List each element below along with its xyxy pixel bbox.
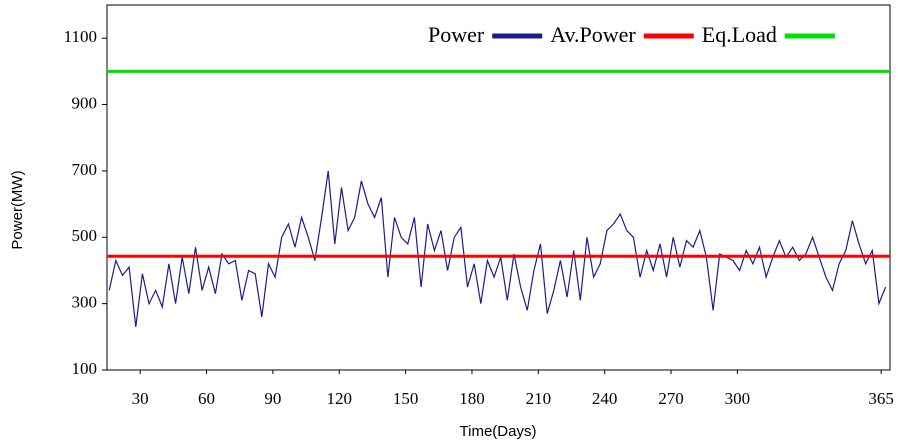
- y-tick-label: 700: [72, 160, 98, 179]
- x-tick-label: 120: [326, 389, 352, 408]
- legend-label: Power: [428, 22, 485, 47]
- x-tick-label: 90: [264, 389, 281, 408]
- x-tick-label: 210: [526, 389, 552, 408]
- legend-label: Av.Power: [550, 22, 636, 47]
- y-axis-label: Power(MW): [9, 170, 26, 249]
- x-tick-label: 60: [198, 389, 215, 408]
- x-axis-label: Time(Days): [460, 423, 537, 440]
- data-line: [108, 170, 887, 327]
- y-tick-label: 1100: [64, 27, 97, 46]
- x-tick-label: 150: [393, 389, 419, 408]
- x-tick-label: 270: [658, 389, 684, 408]
- x-tick-label: 300: [725, 389, 751, 408]
- legend-label: Eq.Load: [702, 22, 777, 47]
- y-tick-label: 300: [72, 293, 98, 312]
- y-tick-label: 900: [72, 93, 98, 112]
- y-tick-label: 500: [72, 226, 98, 245]
- x-tick-label: 180: [459, 389, 485, 408]
- x-tick-label: 365: [868, 389, 894, 408]
- x-tick-label: 30: [132, 389, 149, 408]
- x-tick-label: 240: [592, 389, 618, 408]
- plot-frame: [106, 4, 891, 371]
- y-tick-label: 100: [72, 359, 98, 378]
